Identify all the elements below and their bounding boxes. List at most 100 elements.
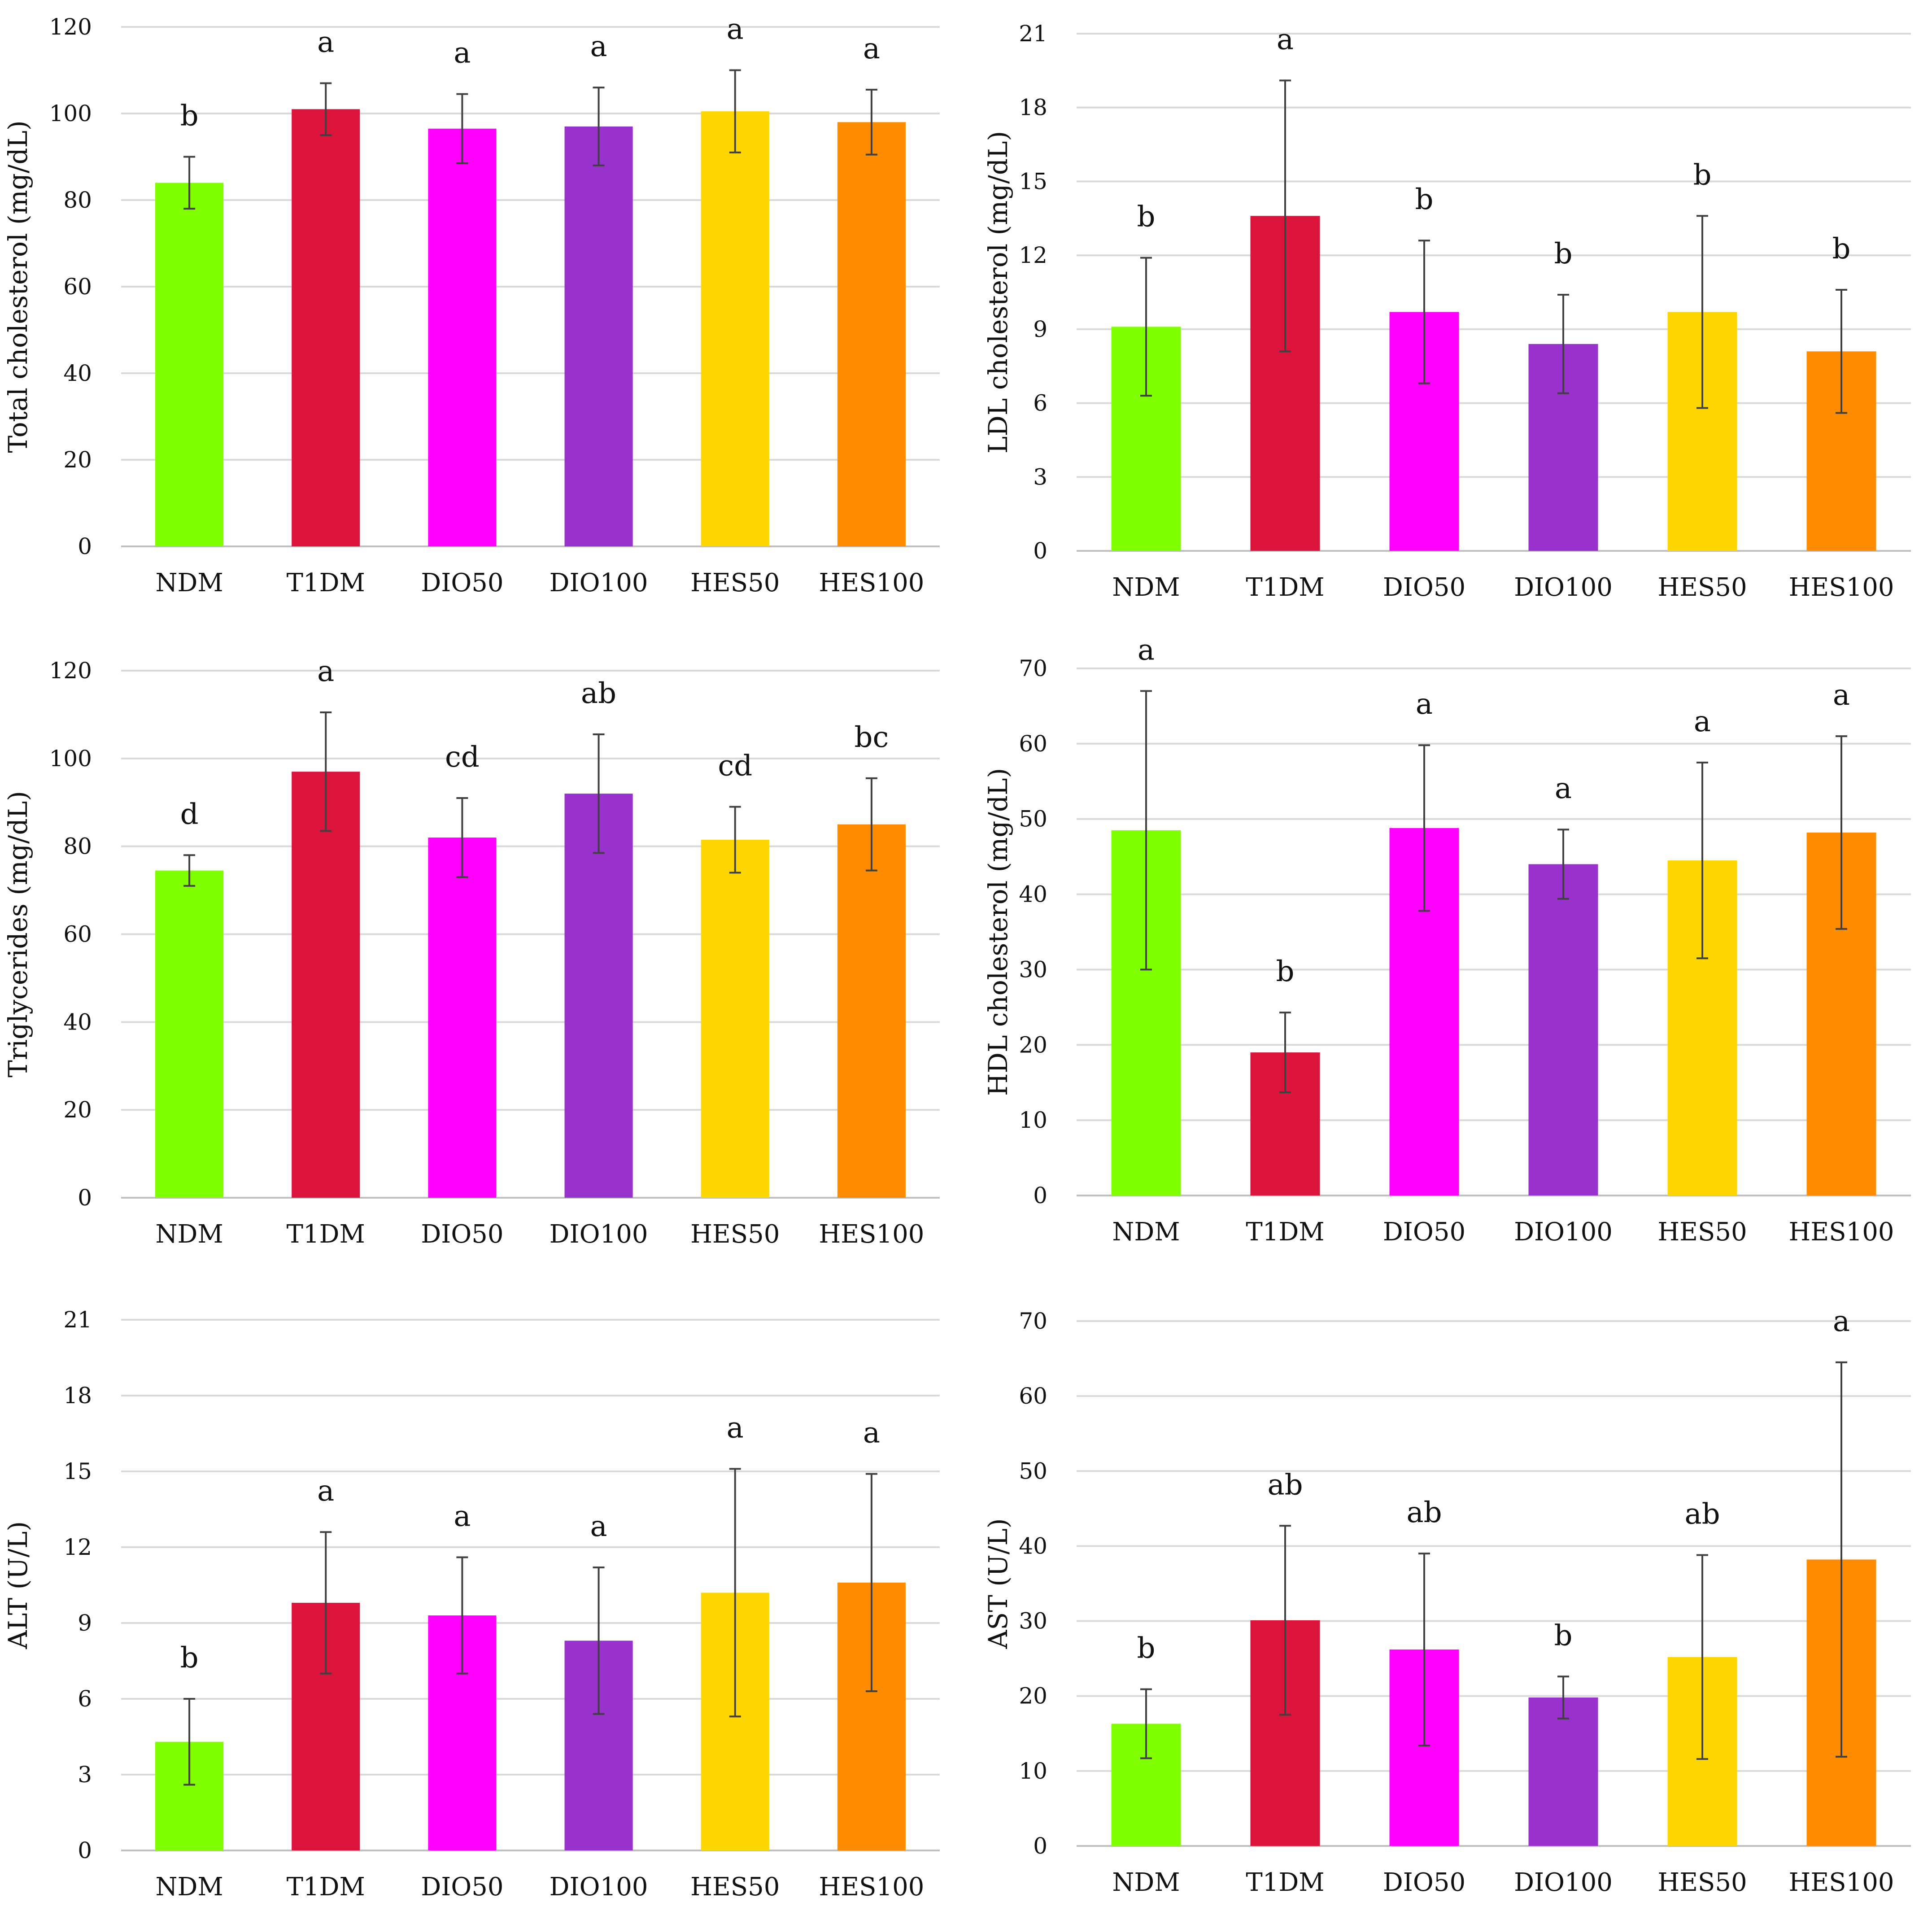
significance-letter: b bbox=[1693, 158, 1712, 192]
significance-letter: b bbox=[180, 100, 199, 133]
chart-panel-4: 010203040506070HDL cholesterol (mg/dL)aN… bbox=[973, 637, 1932, 1265]
y-tick-label: 10 bbox=[1019, 1107, 1047, 1133]
y-axis-label: LDL cholesterol (mg/dL) bbox=[983, 131, 1013, 454]
x-category-label: T1DM bbox=[287, 568, 365, 598]
y-tick-label: 21 bbox=[1019, 21, 1047, 47]
x-category-label: NDM bbox=[1112, 1217, 1180, 1247]
x-category-label: DIO100 bbox=[1514, 1217, 1613, 1247]
bar-dio100 bbox=[1529, 1697, 1598, 1846]
bar-t1dm bbox=[292, 772, 360, 1198]
y-tick-label: 20 bbox=[1019, 1683, 1047, 1709]
x-category-label: HES100 bbox=[1789, 1868, 1894, 1897]
y-tick-label: 0 bbox=[78, 1185, 92, 1211]
x-category-label: HES50 bbox=[1657, 1217, 1747, 1247]
x-category-label: NDM bbox=[155, 1220, 223, 1249]
y-tick-label: 6 bbox=[1033, 390, 1047, 416]
y-tick-label: 30 bbox=[1019, 1608, 1047, 1634]
significance-letter: a bbox=[317, 26, 334, 59]
significance-letter: b bbox=[1832, 232, 1851, 266]
significance-letter: a bbox=[454, 1500, 471, 1533]
y-axis-label: ALT (U/L) bbox=[3, 1521, 33, 1649]
significance-letter: b bbox=[1137, 201, 1156, 234]
y-tick-label: 70 bbox=[1019, 1308, 1047, 1334]
x-category-label: DIO100 bbox=[550, 568, 648, 598]
y-tick-label: 3 bbox=[78, 1762, 92, 1788]
significance-letter: ab bbox=[1406, 1496, 1442, 1529]
x-category-label: HES100 bbox=[1789, 1217, 1894, 1247]
y-tick-label: 100 bbox=[49, 746, 92, 772]
x-category-label: NDM bbox=[1112, 573, 1180, 602]
significance-letter: a bbox=[1138, 633, 1155, 667]
significance-letter: a bbox=[863, 32, 880, 65]
chart-grid: 0 20 40 60 80 100 120 Total cholesterol (mg/dL)… bbox=[0, 0, 1932, 1911]
y-tick-label: 12 bbox=[63, 1534, 92, 1560]
significance-letter: a bbox=[454, 37, 471, 70]
x-category-label: DIO100 bbox=[550, 1220, 648, 1249]
significance-letter: b bbox=[1137, 1632, 1156, 1665]
y-tick-label: 0 bbox=[78, 533, 92, 559]
x-category-label: T1DM bbox=[1246, 1868, 1324, 1897]
significance-letter: a bbox=[590, 1510, 607, 1543]
significance-letter: ab bbox=[1684, 1497, 1720, 1531]
significance-letter: ab bbox=[1267, 1468, 1303, 1501]
x-category-label: HES50 bbox=[690, 568, 780, 598]
x-category-label: HES100 bbox=[1789, 573, 1894, 602]
y-tick-label: 15 bbox=[63, 1458, 92, 1484]
y-tick-label: 21 bbox=[63, 1307, 92, 1333]
y-tick-label: 18 bbox=[63, 1383, 92, 1409]
significance-letter: a bbox=[727, 13, 744, 46]
x-category-label: DIO50 bbox=[421, 568, 503, 598]
y-tick-label: 60 bbox=[1019, 731, 1047, 757]
bar-t1dm bbox=[292, 109, 360, 546]
bar-hes50 bbox=[701, 840, 769, 1198]
x-category-label: HES50 bbox=[690, 1872, 780, 1902]
y-tick-label: 40 bbox=[63, 1009, 92, 1035]
y-tick-label: 20 bbox=[1019, 1032, 1047, 1058]
significance-letter: ab bbox=[581, 677, 616, 710]
y-tick-label: 100 bbox=[49, 100, 92, 127]
y-tick-label: 30 bbox=[1019, 956, 1047, 982]
significance-letter: bc bbox=[855, 721, 889, 754]
x-category-label: NDM bbox=[1112, 1868, 1180, 1897]
y-tick-label: 120 bbox=[49, 14, 92, 40]
x-category-label: DIO50 bbox=[1383, 1868, 1465, 1897]
y-tick-label: 6 bbox=[78, 1686, 92, 1712]
significance-letter: a bbox=[1416, 688, 1433, 721]
y-tick-label: 60 bbox=[1019, 1383, 1047, 1409]
y-tick-label: 10 bbox=[1019, 1758, 1047, 1784]
significance-letter: a bbox=[1694, 705, 1711, 738]
y-axis-label: Total cholesterol (mg/dL) bbox=[3, 120, 33, 453]
y-tick-label: 50 bbox=[1019, 1458, 1047, 1484]
significance-letter: b bbox=[180, 1641, 199, 1675]
significance-letter: a bbox=[1833, 1305, 1850, 1338]
y-tick-label: 0 bbox=[1033, 538, 1047, 564]
y-tick-label: 50 bbox=[1019, 806, 1047, 832]
x-category-label: HES50 bbox=[690, 1220, 780, 1249]
bar-hes100 bbox=[837, 825, 906, 1198]
x-category-label: HES100 bbox=[819, 1220, 924, 1249]
y-tick-label: 0 bbox=[1033, 1182, 1047, 1209]
y-tick-label: 40 bbox=[1019, 881, 1047, 908]
significance-letter: cd bbox=[718, 750, 752, 783]
y-tick-label: 70 bbox=[1019, 655, 1047, 681]
significance-letter: b bbox=[1554, 1619, 1573, 1652]
significance-letter: a bbox=[1555, 772, 1572, 805]
significance-letter: a bbox=[590, 30, 607, 63]
significance-letter: b bbox=[1415, 183, 1434, 216]
y-tick-label: 3 bbox=[1033, 464, 1047, 490]
y-tick-label: 15 bbox=[1019, 168, 1047, 194]
y-tick-label: 0 bbox=[1033, 1833, 1047, 1859]
x-category-label: NDM bbox=[155, 1872, 223, 1902]
y-tick-label: 80 bbox=[63, 187, 92, 213]
x-category-label: T1DM bbox=[1246, 573, 1324, 602]
bar-dio100 bbox=[565, 127, 633, 546]
bar-dio50 bbox=[428, 129, 496, 546]
x-category-label: HES100 bbox=[819, 568, 924, 598]
significance-letter: a bbox=[1277, 23, 1294, 56]
significance-letter: a bbox=[863, 1417, 880, 1450]
x-category-label: DIO50 bbox=[421, 1220, 503, 1249]
x-category-label: HES50 bbox=[1657, 1868, 1747, 1897]
y-axis-label: Triglycerides (mg/dL) bbox=[3, 791, 33, 1078]
x-category-label: T1DM bbox=[287, 1872, 365, 1902]
significance-letter: b bbox=[1554, 237, 1573, 271]
